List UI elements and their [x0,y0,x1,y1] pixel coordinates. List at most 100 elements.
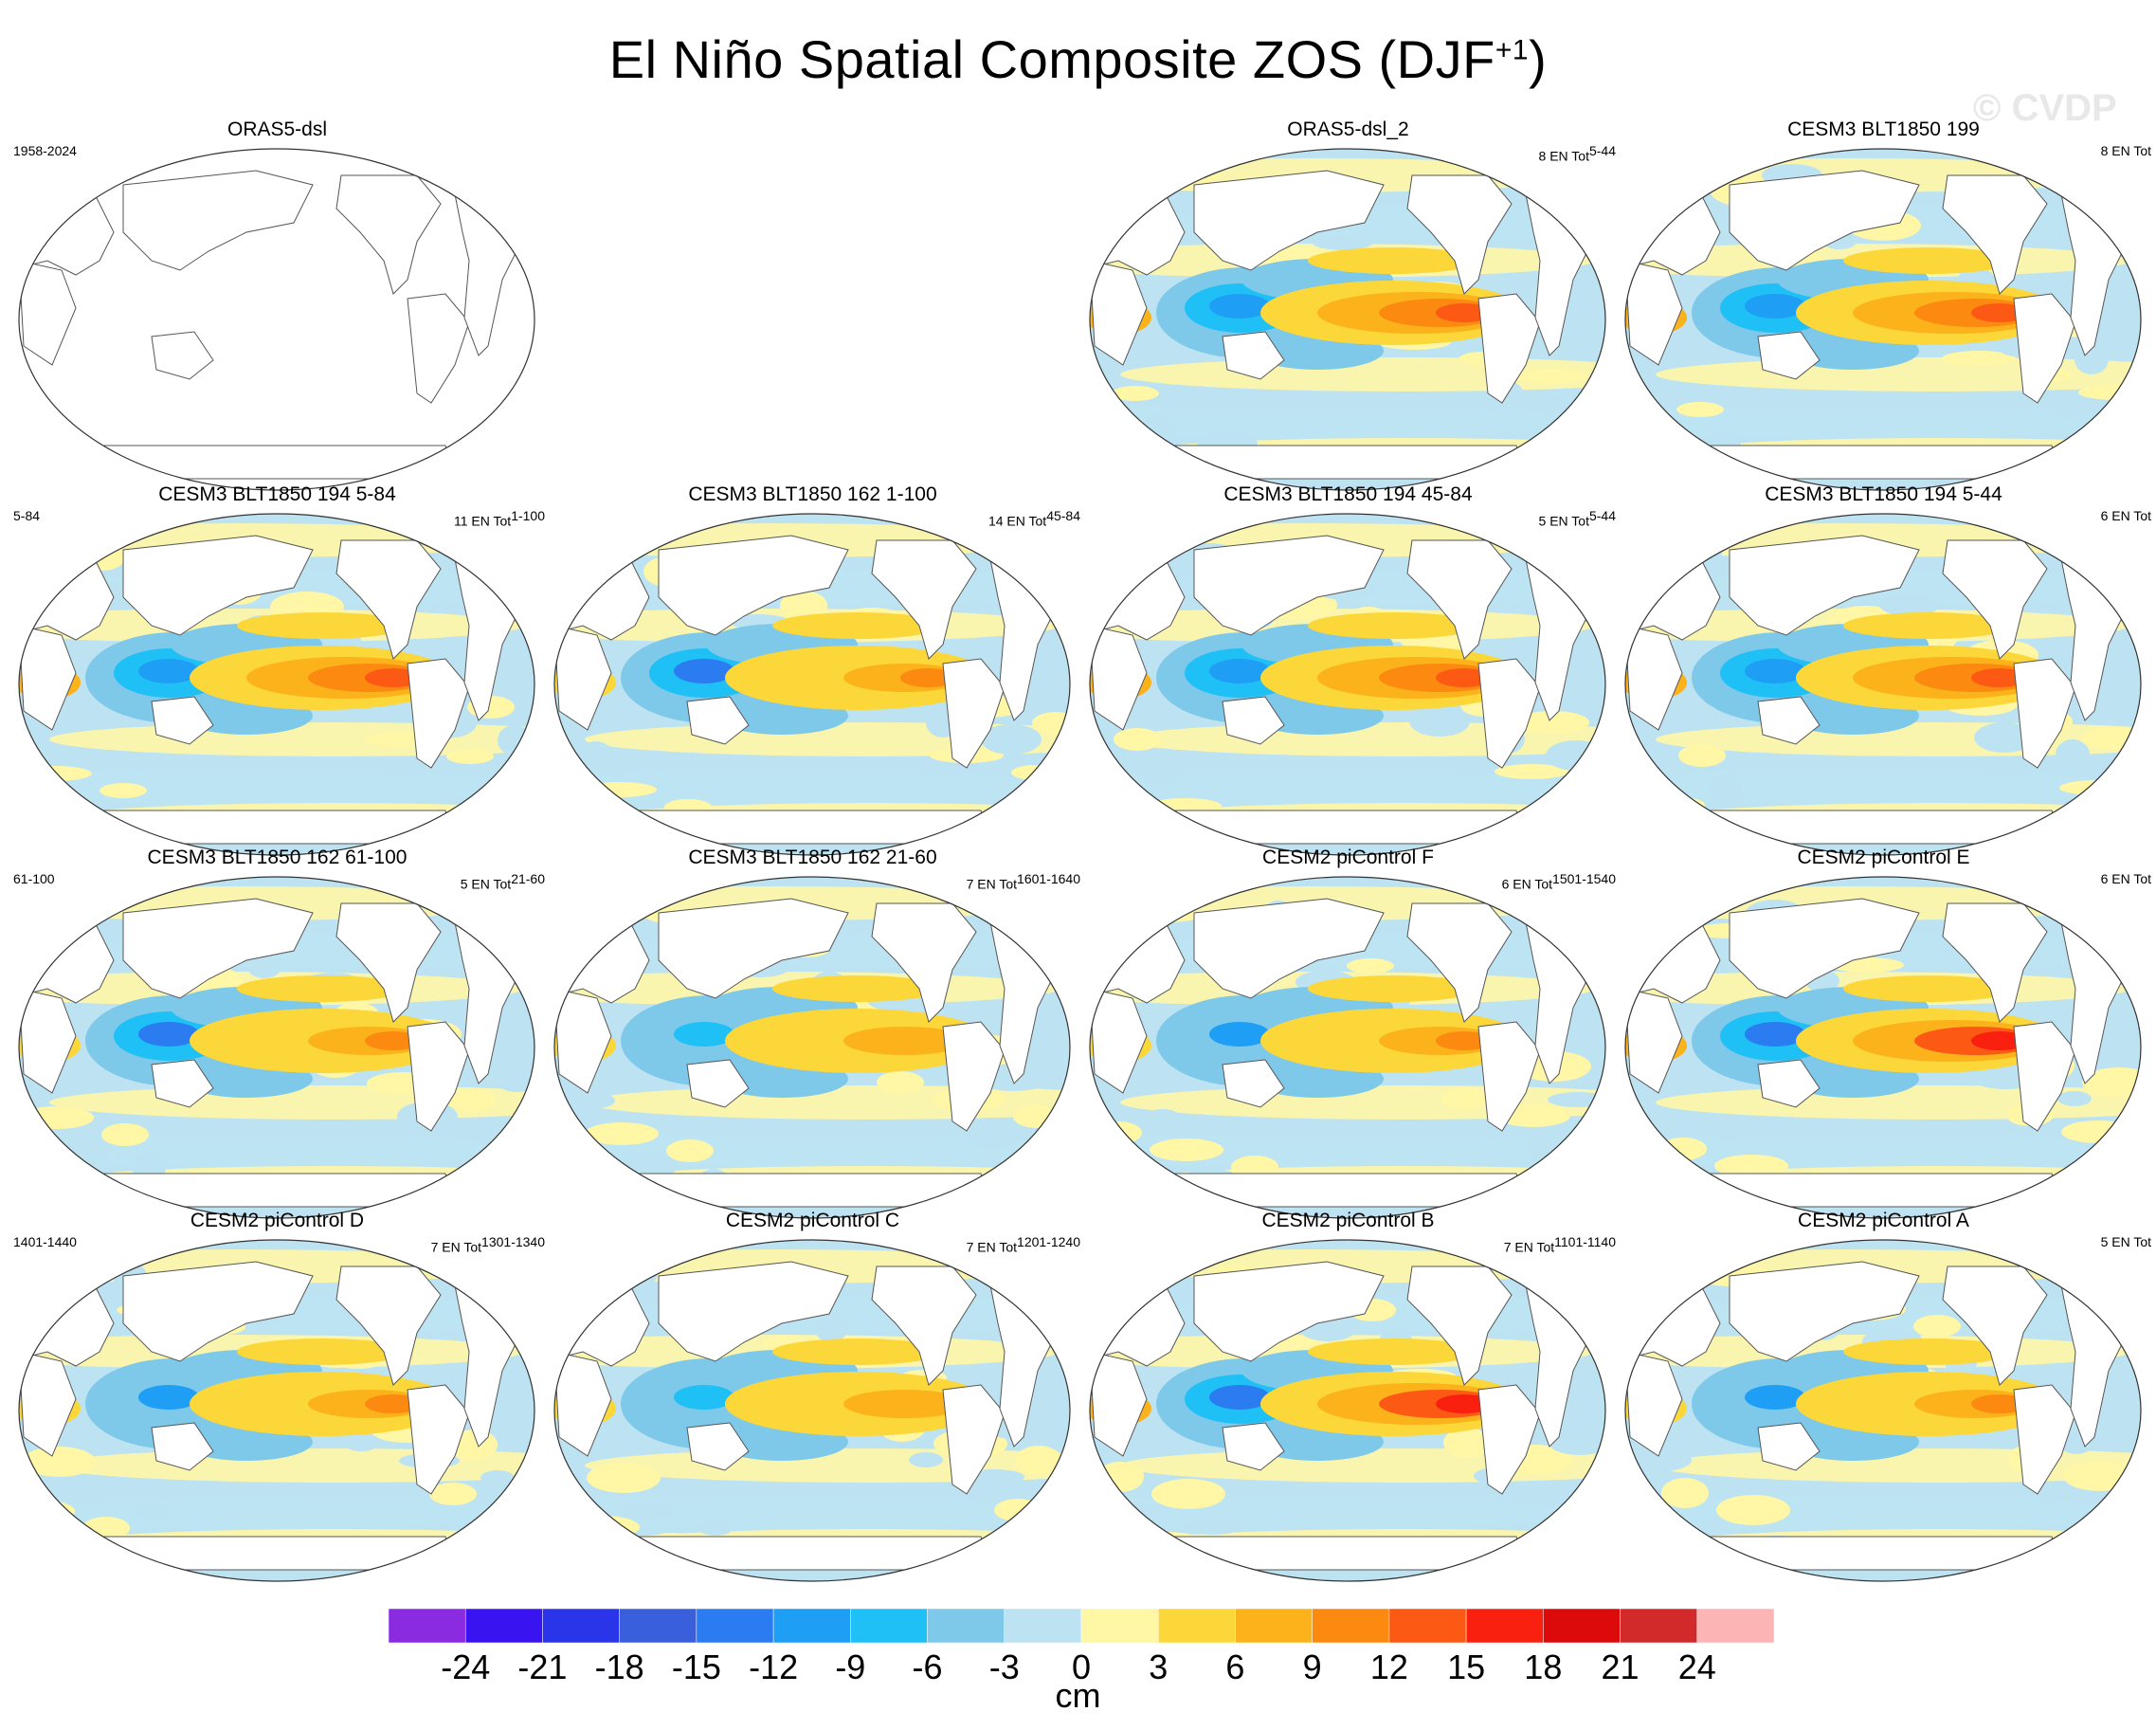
map-panel-count: 14 EN Tot45-84 [988,508,1080,529]
map-panel: CESM2 piControl A 5 EN Tot [1616,1210,2151,1582]
map-panel-period: 1401-1440 [13,1234,77,1249]
map-panel: CESM2 piControl F 6 EN Tot1501-1540 [1080,847,1616,1219]
colorbar-swatch [1696,1609,1774,1643]
map-panel: CESM3 BLT1850 199 8 EN Tot [1616,118,2151,491]
colorbar-swatch [542,1609,620,1643]
map-panel-count-sup: 1501-1540 [1552,871,1616,886]
map-panel-count: 7 EN Tot1101-1140 [1504,1234,1616,1255]
map-panel-title: CESM2 piControl B [1261,1210,1435,1231]
colorbar-swatch [1312,1609,1390,1643]
colorbar-tick-label: 0 [1071,1648,1092,1686]
colorbar-swatch [1004,1609,1082,1643]
map-panel-title: CESM2 piControl C [725,1210,900,1231]
colorbar-tick-label: -21 [517,1648,568,1686]
map-panel-title: CESM2 piControl E [1797,847,1970,868]
map-panel-title: CESM3 BLT1850 162 1-100 [688,483,937,505]
map-panel-count-text: 11 EN Tot [454,513,512,529]
map-panel-count: 7 EN Tot1301-1340 [431,1234,545,1255]
colorbar-swatch [696,1609,774,1643]
colorbar-tick-label: -3 [988,1648,1020,1686]
map-panel-globe [18,148,535,491]
map-panel: CESM2 piControl D 1401-1440 7 EN Tot1301-1… [9,1210,545,1582]
map-panel-count-sup: 21-60 [511,871,545,886]
colorbar-swatch [1388,1609,1467,1643]
map-panel-title: CESM3 BLT1850 199 [1787,118,1980,140]
map-panel-count: 6 EN Tot [2101,871,2151,886]
map-panel-title: ORAS5-dsl_2 [1287,118,1409,140]
map-panel-count-sup: 1301-1340 [481,1234,545,1249]
colorbar-unit: cm [1055,1676,1101,1715]
colorbar-tick-label: 24 [1677,1648,1716,1686]
colorbar-tick-label: 12 [1369,1648,1408,1686]
map-panel-globe [1089,513,1606,856]
map-panel-title: CESM3 BLT1850 162 21-60 [688,847,937,868]
colorbar-tick-label: 6 [1225,1648,1245,1686]
colorbar-tick-label: -6 [912,1648,943,1686]
map-panel-count-text: 7 EN Tot [1503,1239,1555,1255]
colorbar-tick-label: -12 [749,1648,799,1686]
colorbar-swatch [850,1609,928,1643]
colorbar-swatch [772,1609,851,1643]
page-title: El Niño Spatial Composite ZOS (DJF+1) [608,29,1548,89]
map-panel: CESM3 BLT1850 162 61-100 61-100 5 EN Tot21… [9,847,545,1219]
map-panel-globe [1089,1239,1606,1582]
map-panel-title: CESM2 piControl A [1798,1210,1969,1231]
map-panel-title: CESM3 BLT1850 162 61-100 [147,847,408,868]
map-panel-globe [1624,876,2142,1219]
colorbar-swatch [1465,1609,1544,1643]
map-panel-count: 11 EN Tot1-100 [454,508,545,529]
map-panel-count: 5 EN Tot21-60 [461,871,545,892]
map-panel-count: 6 EN Tot [2101,508,2151,523]
colorbar-swatch [1543,1609,1621,1643]
colorbar-swatch [1157,1609,1236,1643]
map-panel-count-text: 6 EN Tot [2100,871,2151,886]
map-panel-globe [18,1239,535,1582]
map-panel-globe [18,876,535,1219]
map-panel-globe [1624,513,2142,856]
map-panel-count-text: 8 EN Tot [2100,143,2151,158]
map-panel-globe [1089,876,1606,1219]
map-panel-count-text: 14 EN Tot [987,513,1047,529]
map-panel-count-sup: 1-100 [511,508,545,523]
colorbar-tick-label: 3 [1149,1648,1169,1686]
map-panel-count-sup: 1201-1240 [1017,1234,1080,1249]
map-panel-count-sup: 5-44 [1588,508,1616,523]
colorbar-swatch [619,1609,698,1643]
map-panel-count: 7 EN Tot1201-1240 [967,1234,1080,1255]
colorbar-tick-label: -15 [671,1648,721,1686]
map-panel-title: CESM3 BLT1850 194 5-44 [1765,483,2002,505]
map-panel: CESM2 piControl B 7 EN Tot1101-1140 [1080,1210,1616,1582]
map-panel-period: 5-84 [13,508,41,523]
map-panel-count-sup: 45-84 [1046,508,1080,523]
map-panel-count-text: 7 EN Tot [430,1239,482,1255]
map-panel-count-text: 5 EN Tot [2100,1234,2151,1249]
map-panel-count: 5 EN Tot5-44 [1539,508,1616,529]
map-panel-title: CESM3 BLT1850 194 45-84 [1223,483,1473,505]
colorbar-tick-label: 21 [1601,1648,1640,1686]
map-panel: CESM3 BLT1850 194 5-44 6 EN Tot [1616,483,2151,856]
colorbar-swatch [389,1609,466,1643]
colorbar [389,1609,1774,1643]
map-panel-globe [18,513,535,856]
copyright-watermark: © CVDP [1973,87,2117,129]
colorbar-swatch [927,1609,1006,1643]
map-panel-count-text: 5 EN Tot [460,876,512,892]
map-panel-globe [553,1239,1071,1582]
map-panel-globe [1624,148,2142,491]
map-panel-globe [1624,1239,2142,1582]
map-panel-period: 61-100 [13,871,55,886]
colorbar-tick-label: -24 [441,1648,491,1686]
map-panel: CESM3 BLT1850 162 21-60 7 EN Tot1601-1640 [545,847,1080,1219]
colorbar-tick-label: 9 [1302,1648,1322,1686]
colorbar-swatch [1235,1609,1313,1643]
map-panel-count-sup: 5-44 [1588,143,1616,158]
map-panel-count-text: 5 EN Tot [1538,513,1589,529]
map-panel-period: 1958-2024 [13,143,77,158]
map-panel: CESM3 BLT1850 194 45-84 5 EN Tot5-44 [1080,483,1616,856]
map-panel-globe [1089,148,1606,491]
map-panel: CESM3 BLT1850 194 5-84 5-84 11 EN Tot1-100 [9,483,545,856]
map-panel-count-text: 8 EN Tot [1538,148,1589,164]
map-panel-count: 6 EN Tot1501-1540 [1502,871,1616,892]
map-panel-count-text: 7 EN Tot [966,876,1018,892]
map-panel-count-sup: 1601-1640 [1017,871,1080,886]
